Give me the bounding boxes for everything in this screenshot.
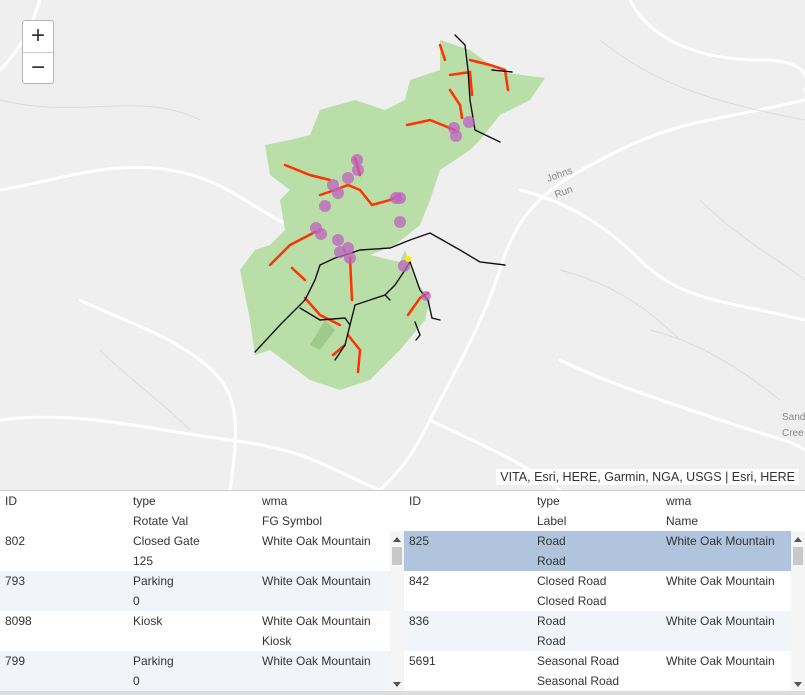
column-header-label[interactable]: Label: [537, 514, 567, 528]
column-header-wma[interactable]: wma: [262, 494, 288, 508]
points-table: ID type wma Rotate Val FG Symbol 802 Clo…: [0, 490, 404, 695]
cell-wma: White Oak Mountain: [262, 574, 371, 588]
column-header-type[interactable]: type: [133, 494, 156, 508]
cell-type: Closed Road Closed Road: [537, 574, 607, 608]
cell-id: 842: [409, 574, 430, 588]
cell-id: 825: [409, 534, 430, 548]
scroll-thumb[interactable]: [392, 547, 402, 565]
cell-id: 836: [409, 614, 430, 628]
column-header-wma[interactable]: wma: [666, 494, 692, 508]
cell-wma: White Oak Mountain: [262, 654, 371, 668]
place-label: Cree: [782, 428, 804, 439]
vertical-scrollbar[interactable]: [791, 531, 805, 695]
cell-wma: White Oak Mountain: [666, 614, 775, 628]
column-header-blank: [0, 511, 128, 531]
cell-type: Parking 0: [133, 574, 174, 608]
vertical-scrollbar[interactable]: [390, 531, 404, 695]
scroll-thumb[interactable]: [793, 547, 803, 565]
cell-type: Road Road: [537, 534, 566, 568]
column-header-blank: [404, 511, 532, 531]
cell-type: Kiosk: [133, 614, 163, 628]
scroll-down-icon[interactable]: [794, 682, 802, 687]
cell-id: 5691: [409, 654, 436, 668]
column-header-id[interactable]: ID: [409, 494, 421, 508]
map-attribution: VITA, Esri, HERE, Garmin, NGA, USGS | Es…: [496, 469, 799, 485]
table-header: ID type wma Label Name: [404, 490, 805, 531]
zoom-control: + −: [22, 20, 54, 84]
table-row[interactable]: 5691 Seasonal Road Seasonal Road White Oa…: [404, 651, 805, 691]
table-body: 802 Closed Gate 125 White Oak Mountain 79…: [0, 531, 404, 695]
attribute-tables: ID type wma Rotate Val FG Symbol 802 Clo…: [0, 490, 805, 695]
table-row[interactable]: 842 Closed Road Closed Road White Oak Mou…: [404, 571, 805, 611]
cell-wma: White Oak Mountain Kiosk: [262, 614, 371, 648]
table-row[interactable]: 793 Parking 0 White Oak Mountain: [0, 571, 404, 611]
horizontal-scrollbar[interactable]: [0, 691, 805, 695]
cell-id: 793: [5, 574, 26, 588]
cell-type: Closed Gate 125: [133, 534, 200, 568]
scroll-up-icon[interactable]: [794, 537, 802, 542]
table-row[interactable]: 802 Closed Gate 125 White Oak Mountain: [0, 531, 404, 571]
place-label: Sand: [782, 412, 805, 423]
cell-wma: White Oak Mountain: [262, 534, 371, 548]
column-header-rotate-val[interactable]: Rotate Val: [133, 514, 189, 528]
column-header-name[interactable]: Name: [666, 514, 699, 528]
column-header-type[interactable]: type: [537, 494, 560, 508]
table-header: ID type wma Rotate Val FG Symbol: [0, 490, 404, 531]
wma-area: [240, 40, 545, 390]
cell-wma: White Oak Mountain: [666, 574, 775, 588]
cell-type: Road Road: [537, 614, 566, 648]
scroll-down-icon[interactable]: [393, 682, 401, 687]
cell-wma: White Oak Mountain: [666, 654, 775, 668]
cell-type: Parking 0: [133, 654, 174, 688]
table-row[interactable]: 836 Road Road White Oak Mountain: [404, 611, 805, 651]
cell-id: 802: [5, 534, 26, 548]
zoom-out-button[interactable]: −: [23, 52, 53, 83]
column-header-fg-symbol[interactable]: FG Symbol: [262, 514, 323, 528]
cell-wma: White Oak Mountain: [666, 534, 775, 548]
zoom-in-button[interactable]: +: [30, 22, 45, 49]
cell-type: Seasonal Road Seasonal Road: [537, 654, 620, 688]
table-body: 825 Road Road White Oak Mountain 842 Clos…: [404, 531, 805, 695]
basemap: Johns Run Sand Cree: [0, 0, 805, 490]
table-row-selected[interactable]: 825 Road Road White Oak Mountain: [404, 531, 805, 571]
scroll-up-icon[interactable]: [393, 537, 401, 542]
table-row[interactable]: 8098 Kiosk White Oak Mountain Kiosk: [0, 611, 404, 651]
column-header-id[interactable]: ID: [5, 494, 17, 508]
cell-id: 8098: [5, 614, 32, 628]
lines-table: ID type wma Label Name 825 Road Road Whit…: [404, 490, 805, 695]
cell-id: 799: [5, 654, 26, 668]
table-row[interactable]: 799 Parking 0 White Oak Mountain: [0, 651, 404, 691]
map-view[interactable]: Johns Run Sand Cree + − VITA, Esri, HERE…: [0, 0, 805, 490]
